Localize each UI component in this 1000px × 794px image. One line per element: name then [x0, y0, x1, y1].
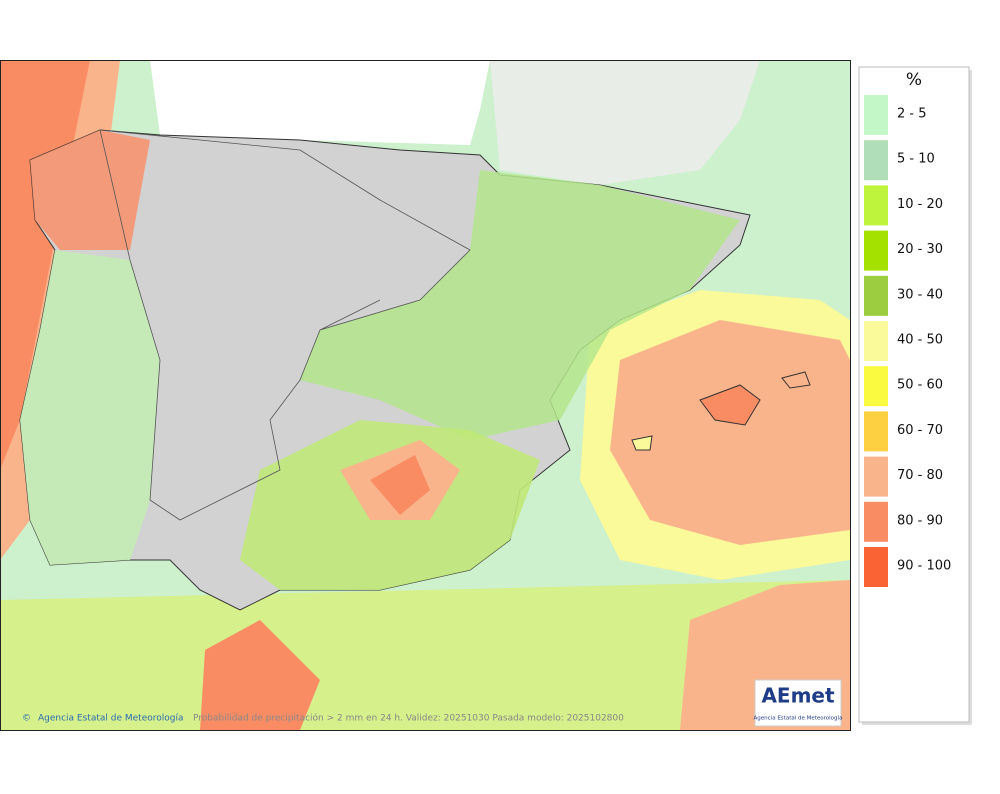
legend-swatch — [864, 366, 888, 407]
legend-label: 90 - 100 — [897, 559, 951, 574]
legend-swatch — [864, 275, 888, 316]
legend-swatch — [864, 321, 888, 361]
legend-label: 20 - 30 — [897, 242, 943, 257]
map-frame — [0, 60, 851, 731]
legend-label: 2 - 5 — [897, 107, 927, 122]
galicia — [30, 130, 150, 250]
west-green — [20, 250, 160, 565]
legend-swatch — [864, 547, 888, 587]
caption: Probabilidad de precipitación > 2 mm en … — [193, 713, 624, 724]
france-east — [490, 60, 760, 185]
legend-label: 40 - 50 — [897, 333, 943, 348]
south-peak — [370, 455, 430, 515]
legend-label: 60 - 70 — [897, 423, 943, 438]
legend-swatch — [864, 456, 888, 497]
legend-swatch — [864, 140, 888, 181]
legend-swatch — [864, 185, 888, 226]
legend-label: 5 - 10 — [897, 152, 935, 167]
east-green — [300, 170, 740, 440]
legend-label: 70 - 80 — [897, 468, 943, 483]
legend-label: 30 - 40 — [897, 287, 943, 302]
france-west — [150, 60, 490, 145]
legend-swatch — [864, 501, 888, 542]
menorca — [781, 371, 811, 389]
credit-icon: © — [22, 714, 31, 724]
logo-box — [754, 679, 842, 727]
legend-title: % — [906, 70, 922, 90]
mallorca — [699, 384, 761, 426]
legend-label: 10 - 20 — [897, 197, 943, 212]
mediterranean-core — [610, 320, 850, 545]
ibiza — [631, 435, 653, 451]
legend-swatch — [864, 411, 888, 452]
map — [0, 60, 850, 730]
legend-label: 80 - 90 — [897, 513, 943, 528]
logo-subtitle: Agencia Estatal de Meteorología — [754, 715, 843, 722]
legend-swatch — [864, 230, 888, 271]
credit: Agencia Estatal de Meteorología — [38, 714, 184, 724]
africa-core — [200, 620, 320, 730]
legend-swatch — [864, 95, 888, 135]
logo-name: AEmet — [761, 684, 835, 708]
legend-label: 50 - 60 — [897, 378, 943, 393]
region-borders — [99, 129, 471, 521]
